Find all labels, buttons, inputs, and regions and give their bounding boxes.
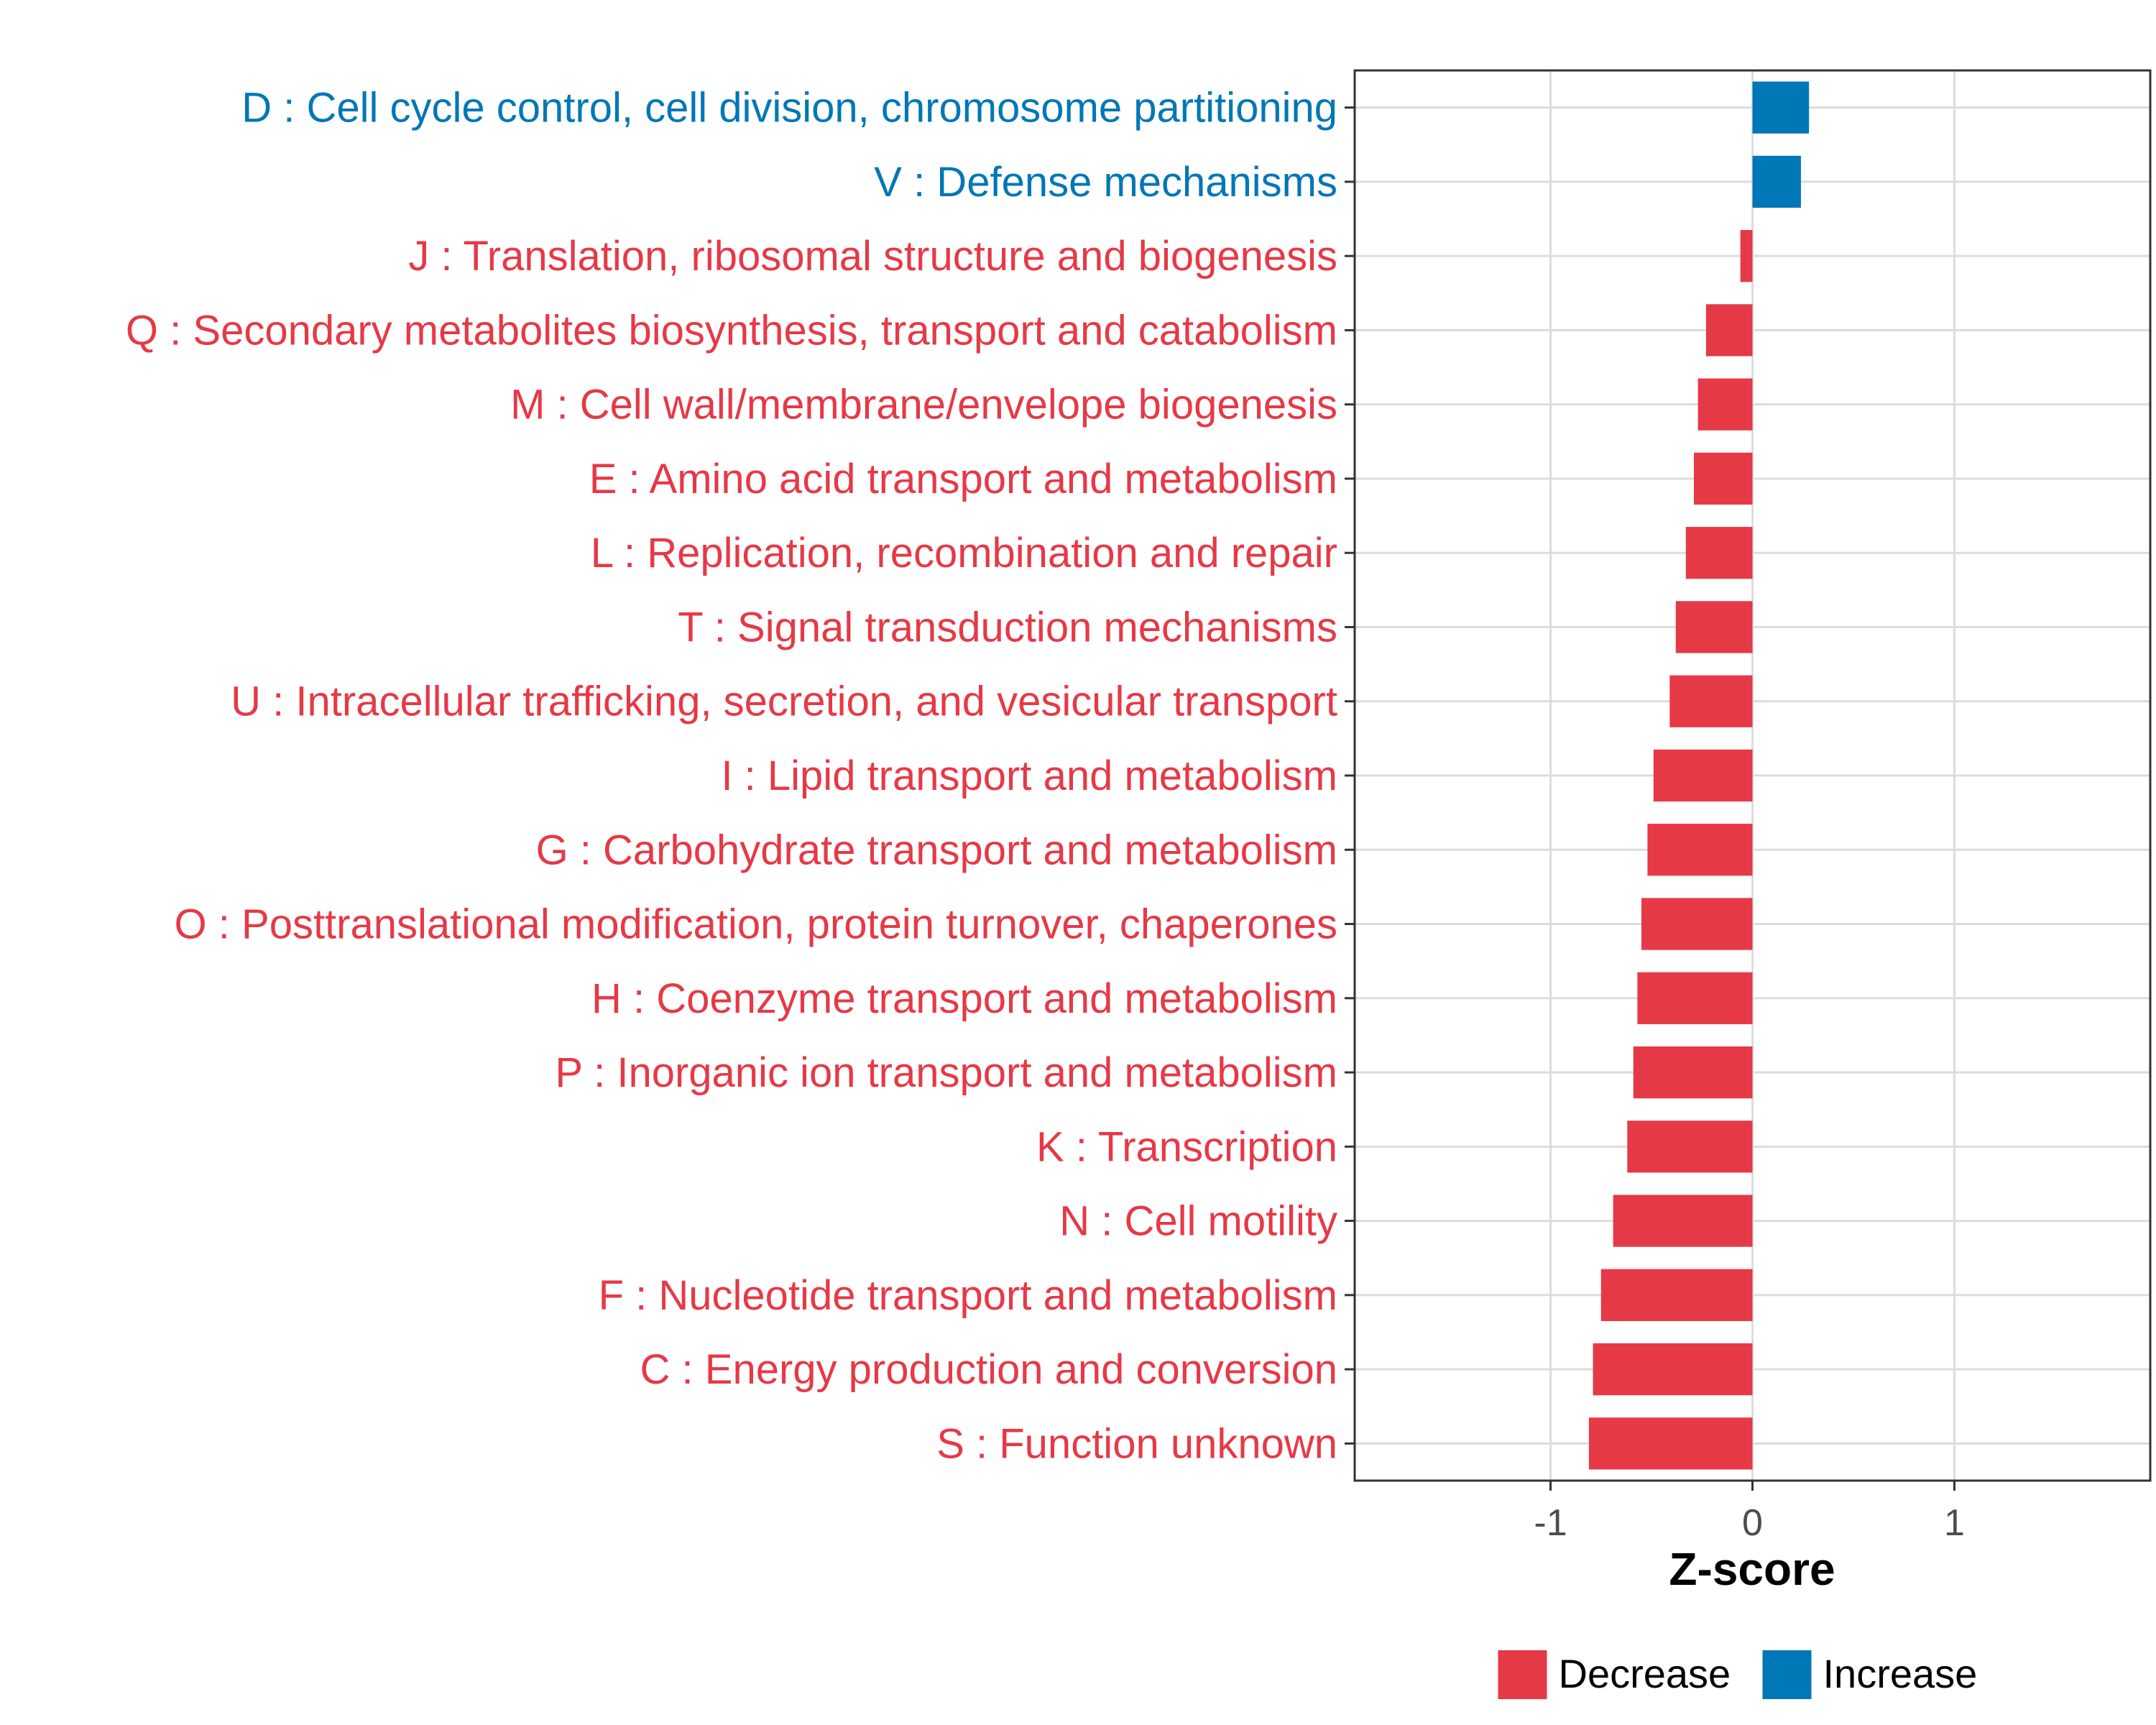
bar — [1593, 1343, 1753, 1396]
bar — [1669, 675, 1753, 727]
bar — [1588, 1417, 1753, 1470]
category-label: M : Cell wall/membrane/envelope biogenes… — [510, 382, 1337, 428]
bar — [1694, 452, 1753, 505]
legend: Decrease Increase — [1498, 1650, 1978, 1699]
bar — [1675, 601, 1753, 653]
category-label: F : Nucleotide transport and metabolism — [599, 1272, 1337, 1319]
category-label: E : Amino acid transport and metabolism — [589, 456, 1337, 502]
y-axis-ticks — [1345, 106, 1355, 1445]
category-label: O : Posttranslational modification, prot… — [175, 901, 1337, 948]
bar — [1752, 155, 1801, 208]
legend-label-increase: Increase — [1823, 1651, 1978, 1696]
category-label: K : Transcription — [1036, 1123, 1337, 1170]
x-axis-title: Z-score — [1669, 1543, 1835, 1595]
bar — [1637, 972, 1753, 1024]
bar — [1697, 378, 1753, 431]
bar — [1613, 1195, 1753, 1247]
category-label: T : Signal transduction mechanisms — [678, 604, 1337, 650]
x-tick-label: 1 — [1944, 1502, 1965, 1544]
category-label: N : Cell motility — [1059, 1198, 1337, 1245]
x-tick-label: -1 — [1534, 1502, 1567, 1544]
category-label: Q : Secondary metabolites biosynthesis, … — [126, 307, 1337, 354]
bar — [1627, 1121, 1753, 1173]
x-axis-ticks: -1 0 1 — [1534, 1481, 1965, 1544]
category-labels: D : Cell cycle control, cell division, c… — [126, 85, 1337, 1468]
bars — [1588, 81, 1810, 1470]
category-label: J : Translation, ribosomal structure and… — [408, 233, 1337, 280]
bar — [1647, 824, 1753, 876]
category-label: C : Energy production and conversion — [640, 1346, 1337, 1393]
category-label: V : Defense mechanisms — [874, 159, 1337, 206]
category-label: L : Replication, recombination and repai… — [591, 530, 1337, 576]
category-label: D : Cell cycle control, cell division, c… — [241, 85, 1337, 132]
bar — [1641, 898, 1753, 950]
category-label: S : Function unknown — [936, 1420, 1337, 1467]
x-tick-label: 0 — [1742, 1502, 1763, 1544]
bar — [1752, 81, 1810, 134]
legend-key-increase — [1762, 1650, 1812, 1699]
category-label: U : Intracellular trafficking, secretion… — [231, 678, 1337, 725]
bar — [1600, 1269, 1753, 1321]
category-label: I : Lipid transport and metabolism — [721, 753, 1337, 799]
bar — [1705, 304, 1753, 356]
category-label: H : Coenzyme transport and metabolism — [591, 975, 1337, 1022]
category-label: G : Carbohydrate transport and metabolis… — [536, 827, 1337, 873]
bar — [1685, 527, 1753, 579]
bar — [1653, 749, 1753, 802]
legend-label-decrease: Decrease — [1559, 1651, 1731, 1696]
category-label: P : Inorganic ion transport and metaboli… — [555, 1049, 1337, 1096]
legend-key-decrease — [1498, 1650, 1547, 1699]
bar — [1633, 1046, 1753, 1099]
bar — [1740, 230, 1753, 282]
